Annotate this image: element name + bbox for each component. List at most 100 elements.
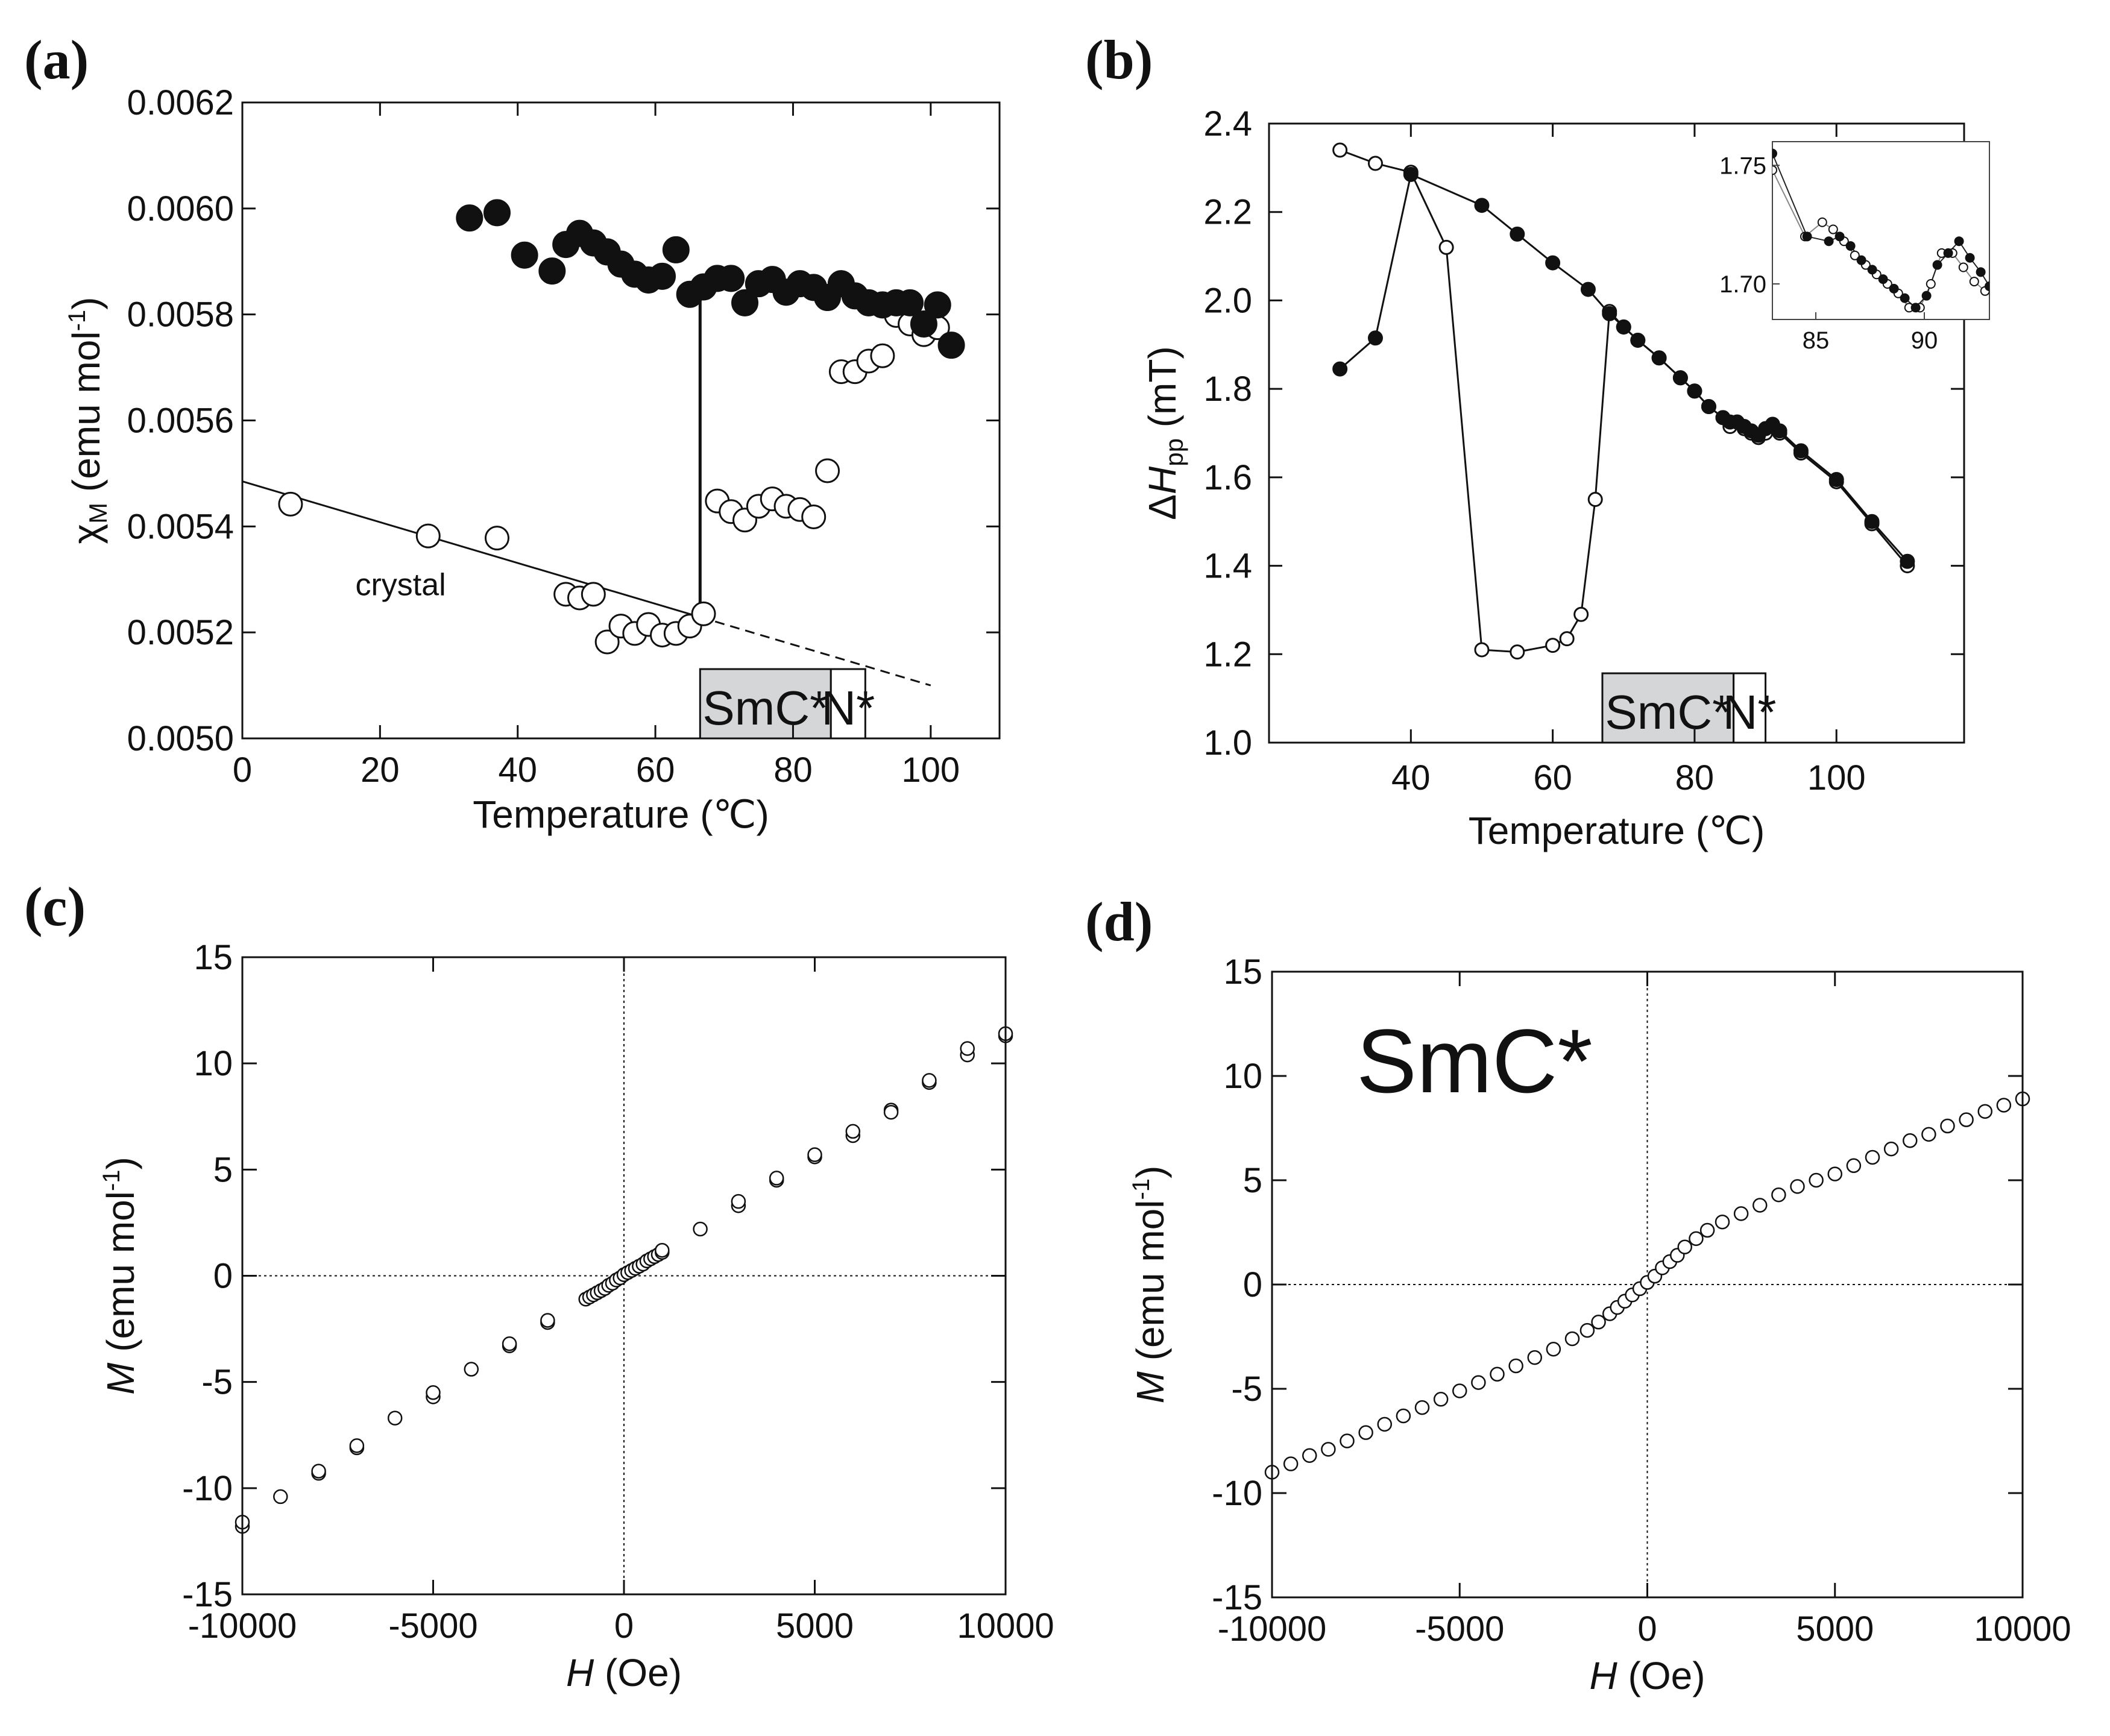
panel-label-b: (b) (1085, 29, 1153, 90)
inset-x-tick-label: 90 (1911, 327, 1938, 354)
x-tick-label: 0 (233, 750, 252, 790)
data-point-filled (1672, 370, 1688, 386)
y-tick-label: 0.0062 (127, 83, 234, 122)
data-point-open (1850, 250, 1860, 260)
data-point-open (1490, 1366, 1505, 1382)
data-point-open (1564, 1331, 1580, 1347)
x-axis-title: Temperature (℃) (1469, 809, 1765, 852)
y-tick-label: 0.0058 (127, 295, 234, 335)
data-point-open (1452, 1383, 1467, 1398)
data-point-open (960, 1041, 975, 1056)
y-tick-label: 0.0052 (127, 613, 234, 652)
data-point-open (387, 1410, 403, 1426)
y-tick-label: 0.0060 (127, 189, 234, 228)
y-tick-label: 2.4 (1203, 104, 1252, 143)
x-tick-label: 0 (614, 1606, 634, 1646)
data-point-open (594, 629, 620, 655)
data-point-open (1573, 606, 1589, 622)
data-point-filled (1602, 306, 1617, 321)
data-point-open (1790, 1179, 1805, 1194)
panel-label-c: (c) (24, 876, 86, 937)
x-tick-label: -10000 (188, 1606, 297, 1646)
data-point-open (870, 343, 895, 368)
data-point-open (415, 523, 441, 549)
data-point-open (1733, 1206, 1749, 1221)
data-point-filled (1889, 283, 1899, 294)
x-tick-label: 10000 (1974, 1609, 2071, 1649)
data-point-filled (1802, 231, 1812, 242)
y-axis-title: χM (emu mol-1) (64, 297, 112, 544)
inset-y-tick-label: 1.70 (1719, 271, 1766, 298)
data-point-open (731, 1194, 746, 1209)
x-tick-label: 100 (1807, 758, 1866, 797)
data-point-filled (1985, 281, 1989, 291)
x-tick-label: -5000 (388, 1606, 477, 1646)
y-tick-label: 0.0056 (127, 401, 234, 441)
data-point-filled (1943, 248, 1953, 258)
data-point-open (815, 458, 840, 483)
data-point-open (1771, 1187, 1786, 1203)
panel-b: (b) SmC*N* 40 60 80 100 1.0 1.2 1.4 1.6 1.8 2.0 2.2 2… (1085, 29, 1990, 852)
data-point-filled (731, 289, 759, 316)
y-tick-label: 0.0050 (127, 719, 234, 758)
data-point-filled (1845, 241, 1856, 251)
data-point-filled (717, 265, 745, 292)
data-point-open (1977, 1104, 1992, 1119)
data-point-filled (1828, 472, 1844, 488)
data-point-open (464, 1362, 479, 1377)
inset-x-tick-label: 85 (1803, 327, 1830, 354)
y-axis-title: ΔHpp (mT) (1141, 346, 1188, 520)
x-tick-label: 10000 (957, 1606, 1054, 1646)
data-point-open (1969, 277, 1979, 287)
data-point-open (807, 1147, 822, 1162)
data-point-filled (1793, 443, 1809, 459)
y-tick-label: 5 (1243, 1161, 1262, 1200)
data-point-filled (896, 289, 924, 316)
data-point-filled (1687, 383, 1702, 399)
data-point-open (801, 505, 827, 530)
data-point-open (1958, 262, 1968, 272)
x-tick-label: 80 (1675, 758, 1715, 797)
y-tick-label: 1.4 (1203, 547, 1252, 586)
data-point-filled (1867, 265, 1877, 275)
inset-plot-area (1772, 148, 1989, 313)
data-point-open (883, 1104, 899, 1120)
data-point-filled (1910, 303, 1921, 313)
data-point-open (691, 601, 716, 626)
data-point-filled (1965, 253, 1975, 263)
data-point-open (1283, 1456, 1299, 1471)
data-point-filled (1332, 361, 1348, 377)
data-point-open (1396, 1408, 1411, 1424)
data-point-open (1753, 1198, 1768, 1213)
y-tick-label: 1.0 (1203, 723, 1252, 763)
data-point-open (1699, 1222, 1715, 1238)
y-tick-label: 1.6 (1203, 458, 1252, 497)
phase-label: SmC* (1605, 685, 1731, 739)
data-point-open (484, 526, 509, 551)
data-point-filled (1772, 423, 1787, 439)
x-tick-label: -10000 (1218, 1609, 1327, 1649)
data-point-open (273, 1489, 288, 1505)
data-point-filled (1878, 274, 1888, 285)
data-point-open (1474, 642, 1490, 658)
data-point-open (1579, 1322, 1595, 1338)
data-point-filled (1864, 514, 1880, 529)
data-point-filled (1630, 332, 1646, 348)
data-point-filled (1474, 198, 1490, 213)
y-tick-label: 1.2 (1203, 635, 1252, 674)
panel-a: (a) SmC*N* 0 20 40 60 80 100 0.0050 0.0052 0.0054 0… (24, 29, 1001, 836)
x-tick-label: 40 (1391, 758, 1431, 797)
data-point-filled (649, 262, 676, 290)
data-point-filled (1367, 330, 1383, 346)
y-tick-label: -5 (1231, 1370, 1262, 1409)
data-point-filled (1932, 260, 1942, 270)
y-tick-label: -5 (201, 1363, 233, 1402)
x-tick-label: 40 (498, 750, 537, 790)
data-point-open (278, 491, 303, 517)
data-point-open (1959, 1112, 1974, 1127)
x-axis-title: H (Oe) (566, 1651, 682, 1694)
data-point-filled (1651, 350, 1667, 366)
y-tick-label: -10 (1212, 1474, 1262, 1513)
data-point-open (769, 1171, 784, 1186)
